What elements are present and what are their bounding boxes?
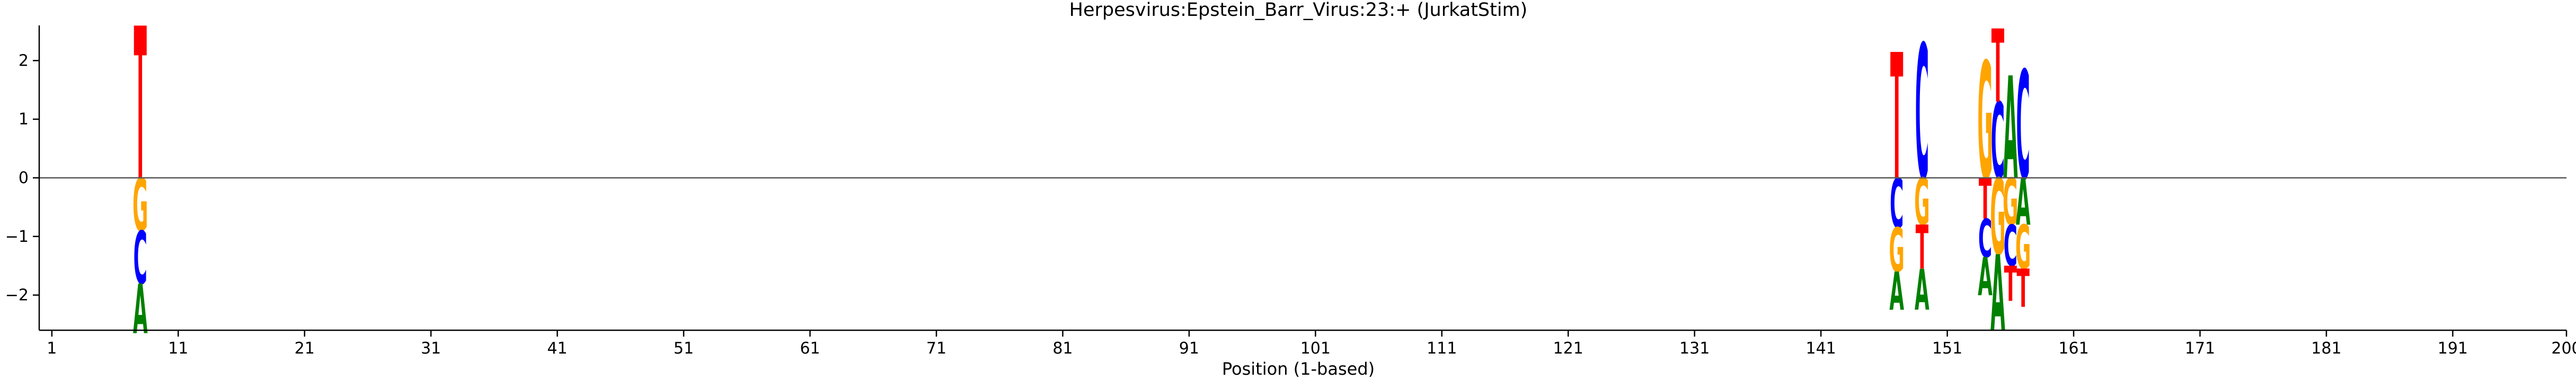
logo-letter-glyph: G bbox=[1889, 216, 1905, 286]
x-tick-label: 21 bbox=[295, 339, 315, 358]
logo-letter-glyph: C bbox=[1978, 209, 1992, 269]
logo-letter-glyph: A bbox=[1889, 262, 1904, 322]
logo-letter-C: C bbox=[1991, 82, 2005, 203]
logo-letter-glyph: A bbox=[1978, 247, 1993, 307]
x-tick-label: 161 bbox=[2058, 339, 2088, 358]
logo-letter-C: C bbox=[2004, 213, 2017, 279]
logo-letter-glyph: T bbox=[1890, 18, 1903, 219]
logo-letter-A: A bbox=[1978, 247, 1993, 307]
logo-letter-glyph: T bbox=[2004, 257, 2017, 313]
logo-letter-A: A bbox=[133, 270, 148, 350]
x-tick-label: 111 bbox=[1427, 339, 1457, 358]
x-tick-label: 11 bbox=[168, 339, 188, 358]
x-tick-label: 141 bbox=[1806, 339, 1836, 358]
logo-letter-A: A bbox=[1889, 262, 1904, 322]
x-tick-label: 121 bbox=[1553, 339, 1583, 358]
x-tick-label: 101 bbox=[1300, 339, 1331, 358]
logo-letter-T: T bbox=[134, 0, 147, 228]
logo-letter-C: C bbox=[2016, 40, 2030, 213]
x-tick-label: 1 bbox=[47, 339, 57, 358]
logo-letter-glyph: G bbox=[1977, 29, 1993, 216]
x-tick-label: 71 bbox=[926, 339, 946, 358]
logo-letter-T: T bbox=[2016, 259, 2030, 319]
logo-letter-T: T bbox=[1890, 18, 1903, 219]
logo-letter-glyph: C bbox=[1915, 6, 1929, 222]
x-tick-label: 131 bbox=[1679, 339, 1710, 358]
logo-letter-glyph: C bbox=[2016, 40, 2030, 213]
x-tick-label: 181 bbox=[2311, 339, 2341, 358]
y-tick-label: −2 bbox=[5, 286, 29, 305]
logo-letter-T: T bbox=[1916, 213, 1929, 283]
logo-letter-glyph: G bbox=[2015, 213, 2031, 283]
logo-letter-glyph: A bbox=[2003, 47, 2018, 211]
logo-letter-G: G bbox=[1977, 29, 1993, 216]
logo-letter-glyph: C bbox=[1991, 82, 2005, 203]
x-tick-label: 91 bbox=[1179, 339, 1199, 358]
x-tick-label: 200 bbox=[2551, 339, 2576, 358]
logo-letter-glyph: A bbox=[1990, 234, 2005, 356]
logo-letter-glyph: C bbox=[2004, 213, 2017, 279]
logo-letter-glyph: T bbox=[2016, 259, 2030, 319]
x-tick-label: 151 bbox=[1932, 339, 1962, 358]
logo-letter-G: G bbox=[2015, 213, 2031, 283]
logo-letter-C: C bbox=[134, 216, 147, 301]
logo-letter-glyph: A bbox=[1915, 257, 1929, 323]
x-tick-label: 31 bbox=[421, 339, 441, 358]
logo-letter-glyph: A bbox=[133, 270, 148, 350]
logo-letter-A: A bbox=[1990, 234, 2005, 356]
logo-letter-A: A bbox=[1915, 257, 1929, 323]
logo-letter-C: C bbox=[1978, 209, 1992, 269]
logo-letter-T: T bbox=[2004, 257, 2017, 313]
y-tick-label: 2 bbox=[19, 51, 29, 70]
x-tick-label: 171 bbox=[2185, 339, 2215, 358]
logo-letter-G: G bbox=[1889, 216, 1905, 286]
y-tick-label: 0 bbox=[19, 169, 29, 187]
logo-letter-glyph: T bbox=[1916, 213, 1929, 283]
logo-letter-C: C bbox=[1915, 6, 1929, 222]
x-tick-label: 81 bbox=[1052, 339, 1073, 358]
logo-letter-T: T bbox=[1991, 9, 2004, 126]
x-tick-label: 61 bbox=[800, 339, 820, 358]
logo-letter-glyph: T bbox=[134, 0, 147, 228]
x-tick-label: 191 bbox=[2438, 339, 2468, 358]
logo-letter-glyph: T bbox=[1991, 9, 2004, 126]
y-tick-label: 1 bbox=[19, 110, 29, 129]
logo-letter-A: A bbox=[2003, 47, 2018, 211]
x-tick-label: 51 bbox=[674, 339, 694, 358]
x-axis-label: Position (1-based) bbox=[1222, 359, 1375, 379]
y-tick-label: −1 bbox=[5, 228, 29, 246]
x-tick-label: 41 bbox=[547, 339, 568, 358]
logo-letter-glyph: C bbox=[134, 216, 147, 301]
chart-title: Herpesvirus:Epstein_Barr_Virus:23:+ (Jur… bbox=[1069, 0, 1528, 21]
